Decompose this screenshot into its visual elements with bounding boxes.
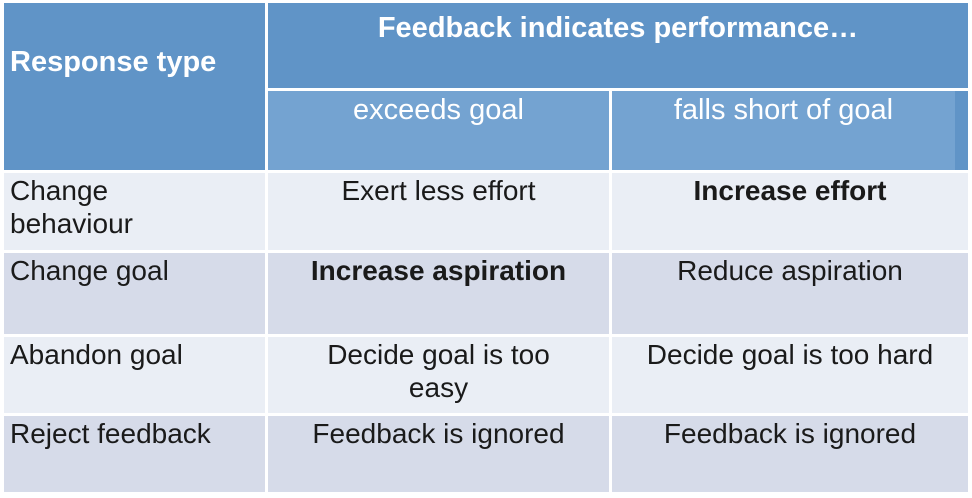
- data-cell-text: Decide goal is too hard: [646, 339, 934, 370]
- data-cell: Reduce aspiration: [612, 253, 968, 334]
- row-label: Change behaviour: [4, 173, 265, 250]
- row-label: Abandon goal: [4, 337, 265, 413]
- corner-header-cell: Response type: [4, 3, 265, 170]
- feedback-response-table: Response type Feedback indicates perform…: [4, 3, 968, 492]
- subheader-exceeds-goal-label: exceeds goal: [353, 94, 524, 126]
- subheader-falls-short-of-goal-inner: falls short of goal: [612, 91, 955, 170]
- data-cell-text: Increase effort: [693, 175, 887, 206]
- data-cell: Decide goal is too easy: [268, 337, 609, 413]
- data-cell-text: Exert less effort: [341, 175, 536, 206]
- top-header-cell: Feedback indicates performance…: [268, 3, 968, 88]
- row-label-text: Change goal: [10, 255, 169, 286]
- subheader-falls-short-of-goal: falls short of goal: [612, 91, 968, 170]
- data-cell: Exert less effort: [268, 173, 609, 250]
- subheader-exceeds-goal: exceeds goal: [268, 91, 609, 170]
- data-cell: Feedback is ignored: [612, 416, 968, 492]
- data-cell-text: Reduce aspiration: [677, 255, 903, 286]
- data-cell-text: Feedback is ignored: [312, 418, 565, 449]
- data-cell: Feedback is ignored: [268, 416, 609, 492]
- row-label-text: Change behaviour: [10, 175, 133, 240]
- row-label: Reject feedback: [4, 416, 265, 492]
- row-label: Change goal: [4, 253, 265, 334]
- data-cell-text: Decide goal is too easy: [327, 339, 550, 404]
- data-cell: Increase aspiration: [268, 253, 609, 334]
- data-cell: Decide goal is too hard: [612, 337, 968, 413]
- data-cell-text: Increase aspiration: [310, 255, 567, 286]
- corner-header-label: Response type: [10, 46, 217, 78]
- subheader-falls-short-of-goal-label: falls short of goal: [673, 94, 894, 126]
- row-label-text: Reject feedback: [10, 418, 211, 449]
- top-header-label: Feedback indicates performance…: [377, 12, 859, 44]
- row-label-text: Abandon goal: [10, 339, 183, 370]
- data-cell-text: Feedback is ignored: [663, 418, 917, 449]
- data-cell: Increase effort: [612, 173, 968, 250]
